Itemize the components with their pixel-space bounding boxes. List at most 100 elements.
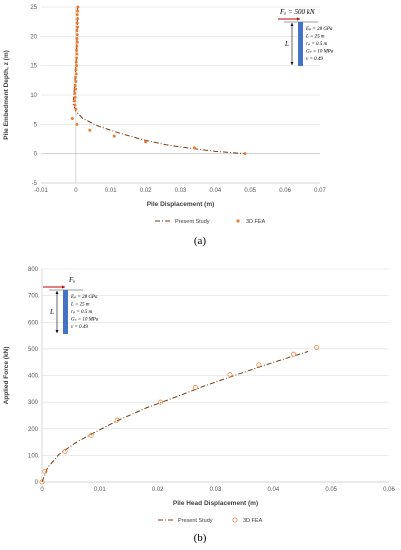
- inset-property-text: ν = 0.49: [71, 325, 88, 330]
- x-tick-label: 0.06: [383, 487, 395, 493]
- inset-property-text: L = 25 m: [305, 35, 325, 40]
- data-point-3d-fea: [74, 80, 78, 84]
- legend-swatch-3d-fea: [232, 517, 238, 523]
- y-tick-label: 700: [28, 294, 39, 300]
- data-point-3d-fea: [314, 345, 320, 350]
- data-point-3d-fea: [75, 40, 79, 44]
- data-point-3d-fea: [73, 103, 77, 107]
- data-point-3d-fea: [76, 17, 80, 21]
- legend-label-present-study: Present Study: [175, 219, 210, 225]
- data-point-3d-fea: [144, 140, 148, 144]
- y-tick-label: 300: [28, 400, 39, 406]
- data-point-3d-fea: [112, 134, 116, 138]
- x-tick-label: -0.01: [34, 188, 48, 194]
- x-tick-label: 0.04: [267, 487, 279, 493]
- data-point-3d-fea: [74, 68, 78, 72]
- applied-force-label: Fₐ = 500 kN: [279, 8, 315, 16]
- y-tick-label: 600: [28, 320, 39, 326]
- inset-property-text: rₚ = 0.5 m: [306, 42, 327, 47]
- data-point-3d-fea: [75, 44, 79, 48]
- x-tick-label: 0.01: [105, 188, 117, 194]
- data-point-3d-fea: [88, 128, 92, 132]
- x-axis-label: Pile Head Displacement (m): [173, 500, 258, 507]
- x-tick-label: 0.03: [210, 487, 222, 493]
- data-point-3d-fea: [75, 33, 79, 37]
- data-point-3d-fea: [75, 56, 79, 60]
- data-point-3d-fea: [39, 479, 45, 485]
- data-point-3d-fea: [75, 48, 79, 52]
- pile-schematic-inset: Fₐ L Eₚ = 28 GPa L = 25 m rₚ = 0.5 m Gₛ = 10 …: [43, 276, 99, 334]
- inset-property-text: Gₛ = 10 MPa: [306, 50, 334, 55]
- length-label: L: [284, 40, 289, 48]
- data-point-3d-fea: [256, 362, 262, 368]
- x-tick-label: 0.02: [152, 487, 164, 493]
- applied-force-label: Fₐ: [68, 276, 75, 284]
- data-point-3d-fea: [70, 116, 74, 120]
- data-point-3d-fea: [88, 432, 94, 438]
- legend-label-3d-fea: 3D FEA: [246, 219, 266, 225]
- inset-property-text: Gₛ = 10 MPa: [71, 318, 99, 323]
- x-tick-label: 0.06: [279, 188, 291, 194]
- x-tick-label: 0: [40, 487, 44, 493]
- data-point-3d-fea: [75, 13, 79, 17]
- data-point-3d-fea: [192, 385, 198, 390]
- panel-b-chart: 0 100 200 300 400 500 600 700 800 0 0.01 0.02 0.03 0.…: [3, 267, 395, 544]
- data-point-3d-fea: [72, 99, 76, 103]
- pile-schematic-inset: Fₐ = 500 kN L Eₚ = 28 GPa L = 25 m rₚ = 0.5 …: [278, 8, 334, 66]
- length-label: L: [49, 308, 54, 316]
- data-point-3d-fea: [227, 372, 233, 378]
- x-tick-label: 0.01: [94, 487, 106, 493]
- data-point-3d-fea: [75, 64, 79, 68]
- y-tick-label: 25: [30, 5, 37, 11]
- data-point-3d-fea: [75, 37, 79, 41]
- figure-caption: (a): [194, 235, 207, 247]
- y-tick-label: 10: [30, 93, 37, 99]
- data-point-3d-fea: [75, 21, 79, 25]
- inset-property-text: rₚ = 0.5 m: [71, 310, 92, 315]
- data-point-3d-fea: [158, 399, 164, 405]
- y-axis-label: Applied Force (kN): [3, 347, 10, 405]
- data-point-3d-fea: [75, 52, 79, 56]
- inset-property-text: Eₚ = 28 GPa: [70, 295, 98, 300]
- y-tick-label: 100: [28, 453, 39, 459]
- y-tick-label: 0: [35, 480, 39, 486]
- data-point-3d-fea: [75, 122, 79, 126]
- figure-caption: (b): [194, 532, 207, 544]
- data-point-3d-fea: [291, 351, 297, 357]
- data-point-3d-fea: [75, 28, 79, 32]
- y-tick-label: -5: [32, 181, 38, 187]
- data-point-3d-fea: [76, 5, 80, 9]
- force-arrowhead: [297, 17, 300, 21]
- y-tick-label: 200: [28, 427, 39, 433]
- x-tick-label: 0.02: [140, 188, 152, 194]
- data-point-3d-fea: [76, 25, 80, 29]
- x-tick-label: 0.07: [314, 188, 326, 194]
- data-point-3d-fea: [42, 468, 48, 474]
- data-point-3d-fea: [74, 75, 78, 79]
- data-point-3d-fea: [74, 72, 78, 76]
- y-tick-label: 800: [28, 267, 39, 273]
- data-point-3d-fea: [76, 9, 80, 13]
- panel-a-chart: -5 0 5 10 15 20 25 -0.01 0 0.01 0.02 0.03 0.04 0.05 0.…: [3, 5, 334, 247]
- data-point-3d-fea: [243, 152, 247, 156]
- y-axis-label: Pile Embedment Depth, z (m): [3, 50, 10, 140]
- data-point-3d-fea: [73, 91, 77, 95]
- legend-swatch-3d-fea: [236, 219, 240, 223]
- data-point-3d-fea: [73, 84, 77, 88]
- inset-property-text: L = 25 m: [70, 303, 90, 308]
- inset-property-text: ν = 0.49: [306, 57, 323, 62]
- x-tick-label: 0.05: [244, 188, 256, 194]
- y-tick-label: 400: [28, 374, 39, 380]
- pile-shaft: [63, 290, 68, 334]
- x-tick-label: 0.05: [325, 487, 337, 493]
- data-point-3d-fea: [114, 417, 120, 423]
- series-line-present-study: [41, 351, 309, 483]
- data-point-3d-fea: [192, 146, 196, 150]
- data-point-3d-fea: [74, 87, 78, 91]
- force-arrowhead: [62, 285, 65, 289]
- data-point-3d-fea: [73, 95, 77, 99]
- y-tick-label: 0: [34, 152, 38, 158]
- y-tick-label: 5: [34, 122, 38, 128]
- pile-shaft: [298, 22, 303, 66]
